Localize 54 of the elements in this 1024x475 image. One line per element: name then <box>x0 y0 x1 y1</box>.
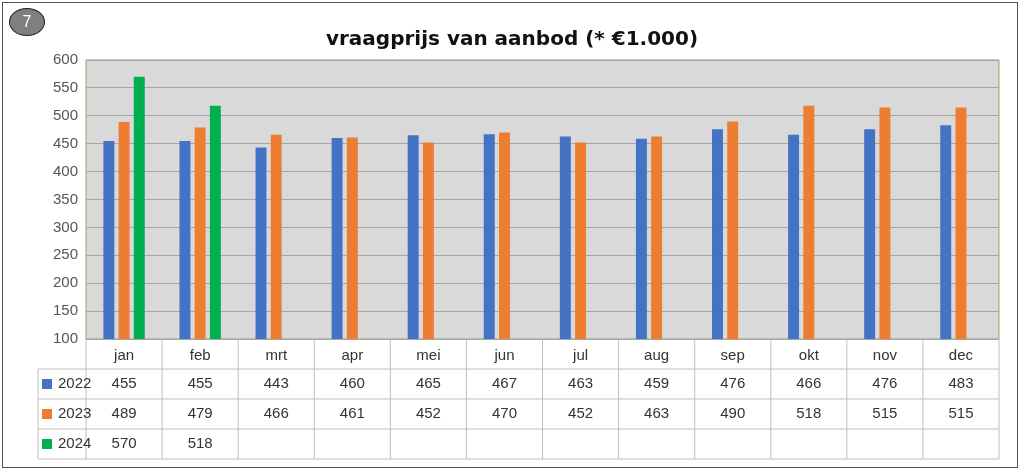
y-tick-label: 250 <box>53 245 79 263</box>
x-tick-label: jan <box>113 346 135 364</box>
data-label: 466 <box>796 374 822 392</box>
data-label: 455 <box>111 374 137 392</box>
data-label: 476 <box>720 374 746 392</box>
data-label: 466 <box>263 404 289 422</box>
y-tick-label: 300 <box>53 217 79 235</box>
x-tick-label: dec <box>948 346 974 364</box>
data-label: 490 <box>720 404 746 422</box>
data-label: 459 <box>644 374 670 392</box>
data-label: 467 <box>491 374 517 392</box>
data-label: 483 <box>948 374 974 392</box>
y-tick-label: 150 <box>53 301 79 319</box>
data-label: 489 <box>111 404 137 422</box>
data-label: 455 <box>187 374 213 392</box>
x-tick-label: mrt <box>265 346 288 364</box>
y-tick-label: 350 <box>53 189 79 207</box>
y-tick-label: 500 <box>53 105 79 123</box>
y-tick-label: 550 <box>53 78 79 96</box>
data-label: 518 <box>187 434 213 452</box>
x-tick-label: okt <box>798 346 820 364</box>
data-label: 570 <box>111 434 137 452</box>
y-tick-label: 600 <box>53 50 79 68</box>
data-label: 515 <box>872 404 898 422</box>
y-tick-label: 100 <box>53 329 79 347</box>
data-label: 515 <box>948 404 974 422</box>
y-tick-label: 200 <box>53 273 79 291</box>
data-label: 460 <box>339 374 365 392</box>
x-tick-label: apr <box>341 346 364 364</box>
y-tick-label: 400 <box>53 161 79 179</box>
data-label: 479 <box>187 404 213 422</box>
x-tick-label: sep <box>720 346 745 364</box>
legend-label: 2024 <box>58 434 92 452</box>
x-tick-label: jul <box>572 346 589 364</box>
y-tick-label: 450 <box>53 133 79 151</box>
data-label: 461 <box>339 404 365 422</box>
data-label: 463 <box>568 374 594 392</box>
x-tick-label: jun <box>493 346 515 364</box>
data-label: 470 <box>491 404 517 422</box>
data-label: 518 <box>796 404 822 422</box>
chart-title: vraagprijs van aanbod (* €1.000) <box>325 26 699 50</box>
x-tick-label: aug <box>644 346 670 364</box>
data-label: 463 <box>644 404 670 422</box>
data-label: 476 <box>872 374 898 392</box>
x-tick-label: mei <box>416 346 441 364</box>
x-tick-label: feb <box>189 346 211 364</box>
x-tick-label: nov <box>872 346 898 364</box>
data-label: 465 <box>415 374 441 392</box>
legend-label: 2022 <box>58 374 92 392</box>
data-label: 452 <box>415 404 441 422</box>
data-label: 443 <box>263 374 289 392</box>
legend-label: 2023 <box>58 404 92 422</box>
data-label: 452 <box>568 404 594 422</box>
text: 7 <box>9 8 45 36</box>
